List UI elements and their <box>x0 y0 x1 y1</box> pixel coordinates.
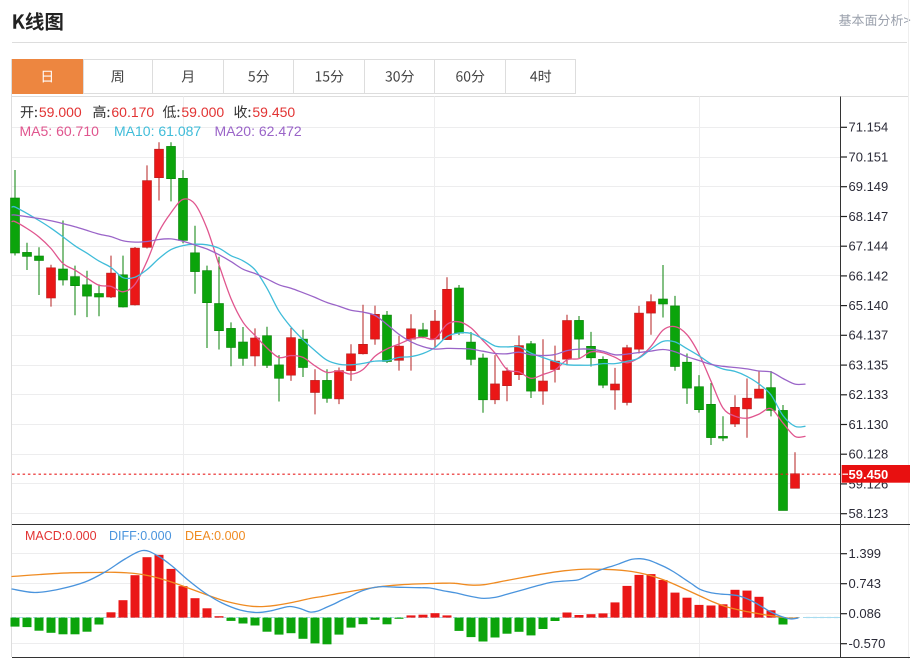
svg-text:70.151: 70.151 <box>849 149 889 164</box>
svg-text:62.133: 62.133 <box>849 387 889 402</box>
svg-text:59.000: 59.000 <box>181 104 224 120</box>
svg-text:63.135: 63.135 <box>849 357 889 372</box>
svg-text:DIFF:0.000: DIFF:0.000 <box>109 529 172 543</box>
svg-text:59.000: 59.000 <box>39 104 82 120</box>
svg-text:68.147: 68.147 <box>849 209 889 224</box>
svg-text:59.450: 59.450 <box>252 104 295 120</box>
svg-text:MACD:0.000: MACD:0.000 <box>25 529 97 543</box>
svg-text:64.137: 64.137 <box>849 328 889 343</box>
svg-text:0.743: 0.743 <box>849 576 882 591</box>
svg-text:59.450: 59.450 <box>849 467 889 482</box>
svg-text:67.144: 67.144 <box>849 239 889 254</box>
svg-text:MA10: 61.087: MA10: 61.087 <box>114 123 201 139</box>
svg-text:60.128: 60.128 <box>849 447 889 462</box>
svg-text:DEA:0.000: DEA:0.000 <box>185 529 246 543</box>
svg-text:66.142: 66.142 <box>849 268 889 283</box>
svg-text:1.399: 1.399 <box>849 546 882 561</box>
svg-text:69.149: 69.149 <box>849 179 889 194</box>
svg-text:MA20: 62.472: MA20: 62.472 <box>215 123 302 139</box>
svg-text:-0.570: -0.570 <box>849 636 886 651</box>
svg-text:61.130: 61.130 <box>849 417 889 432</box>
svg-text:60.170: 60.170 <box>111 104 154 120</box>
svg-text:71.154: 71.154 <box>849 120 889 135</box>
svg-text:MA5: 60.710: MA5: 60.710 <box>20 123 100 139</box>
svg-text:0.086: 0.086 <box>849 606 882 621</box>
svg-text:58.123: 58.123 <box>849 506 889 521</box>
svg-text:65.140: 65.140 <box>849 298 889 313</box>
